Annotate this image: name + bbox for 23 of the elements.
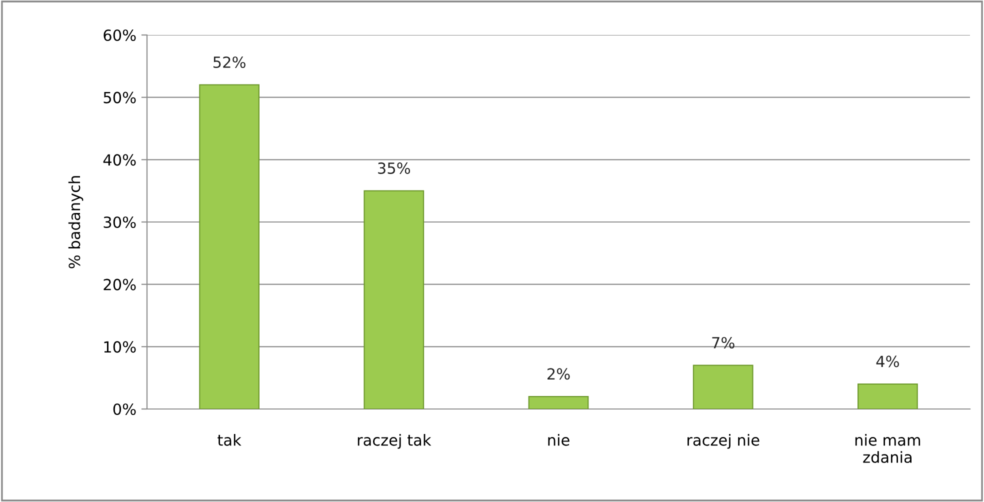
y-tick-label: 30% bbox=[104, 216, 136, 228]
data-label: 7% bbox=[712, 336, 734, 349]
y-tick-label: 20% bbox=[104, 278, 136, 290]
y-tick-label: 50% bbox=[104, 92, 136, 104]
y-tick-label: 60% bbox=[104, 29, 136, 42]
y-tick-label: 40% bbox=[103, 154, 136, 166]
data-label: 2% bbox=[548, 368, 570, 380]
data-label: 35% bbox=[378, 162, 410, 174]
data-label: 52% bbox=[214, 56, 246, 68]
x-tick-label: nie bbox=[548, 434, 570, 446]
y-axis-title: % badanych bbox=[68, 176, 84, 268]
bar bbox=[364, 190, 424, 409]
bar bbox=[528, 396, 589, 409]
data-label: 4% bbox=[876, 356, 899, 368]
bar bbox=[199, 84, 260, 409]
y-tick-label: 0% bbox=[113, 403, 136, 416]
y-tick-label: 10% bbox=[104, 341, 136, 353]
bar bbox=[858, 384, 918, 409]
x-tick-label: nie mam zdania bbox=[855, 434, 920, 463]
x-tick-label: raczej tak bbox=[358, 434, 432, 449]
x-tick-label: tak bbox=[218, 434, 242, 446]
bar bbox=[692, 364, 754, 409]
x-tick-label: raczej nie bbox=[688, 434, 760, 449]
